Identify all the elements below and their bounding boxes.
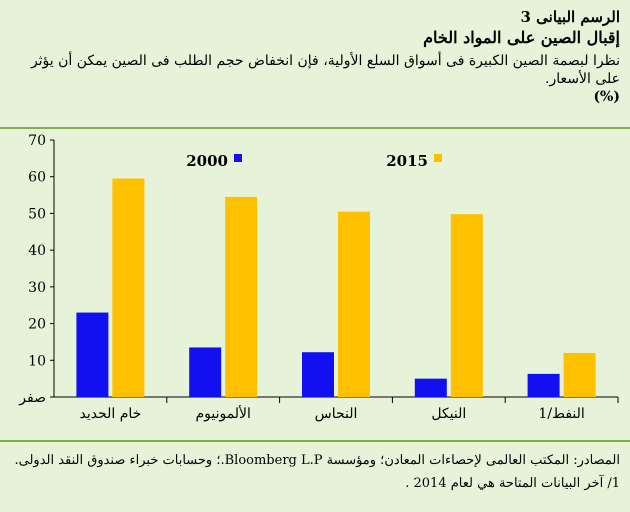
- y-tick-label: 50: [28, 206, 46, 222]
- legend-swatch-2015: [434, 154, 442, 162]
- legend-label-2015: 2015: [386, 152, 428, 170]
- bar-2015: [225, 196, 258, 397]
- bar-2000: [76, 312, 109, 397]
- x-tick-label: الألمونيوم: [195, 404, 251, 422]
- bar-chart: صفر 10 20 30 40 50 60 70 خام الحديد الألمونيوم الن…: [18, 133, 619, 422]
- top-divider: [0, 127, 630, 129]
- chart-title: إقبال الصين على المواد الخام: [423, 28, 620, 47]
- y-tick-label: صفر: [18, 390, 46, 406]
- y-tick-label: 70: [28, 133, 46, 149]
- x-tick-label: خام الحديد: [79, 406, 141, 422]
- legend-swatch-2000: [234, 154, 242, 162]
- bar-2015: [112, 178, 145, 397]
- footnote: 1/ آخر البيانات المتاحة هي لعام 2014 .: [405, 476, 620, 491]
- figure-number: الرسم البيانى 3: [520, 8, 621, 26]
- bar-2000: [189, 347, 222, 397]
- sources-note: المصادر: المكتب العالمى لإحصاءات المعادن…: [14, 453, 620, 468]
- y-tick-label: 60: [28, 170, 46, 186]
- unit-label: (%): [593, 89, 620, 105]
- chart-subtitle: نظرا لبصمة الصين الكبيرة فى أسواق السلع …: [30, 53, 620, 87]
- bar-2015: [338, 211, 370, 397]
- y-tick-label: 40: [28, 243, 46, 259]
- bar-2015: [563, 352, 596, 397]
- bar-2000: [302, 352, 334, 397]
- y-tick-label: 10: [28, 353, 46, 369]
- legend-label-2000: 2000: [186, 152, 228, 170]
- bottom-divider: [0, 440, 630, 442]
- bar-2015: [450, 214, 483, 397]
- bar-2000: [527, 373, 560, 397]
- x-tick-label: النحاس: [315, 406, 358, 422]
- bar-2000: [414, 378, 447, 397]
- figure-header: الرسم البيانى 3 إقبال الصين على المواد ا…: [6, 8, 620, 106]
- y-tick-label: 20: [28, 317, 46, 333]
- figure-footer: المصادر: المكتب العالمى لإحصاءات المعادن…: [8, 449, 620, 495]
- x-tick-label: النيكل: [431, 406, 466, 422]
- y-tick-label: 30: [28, 280, 46, 296]
- x-tick-label: النفط/1: [538, 406, 584, 422]
